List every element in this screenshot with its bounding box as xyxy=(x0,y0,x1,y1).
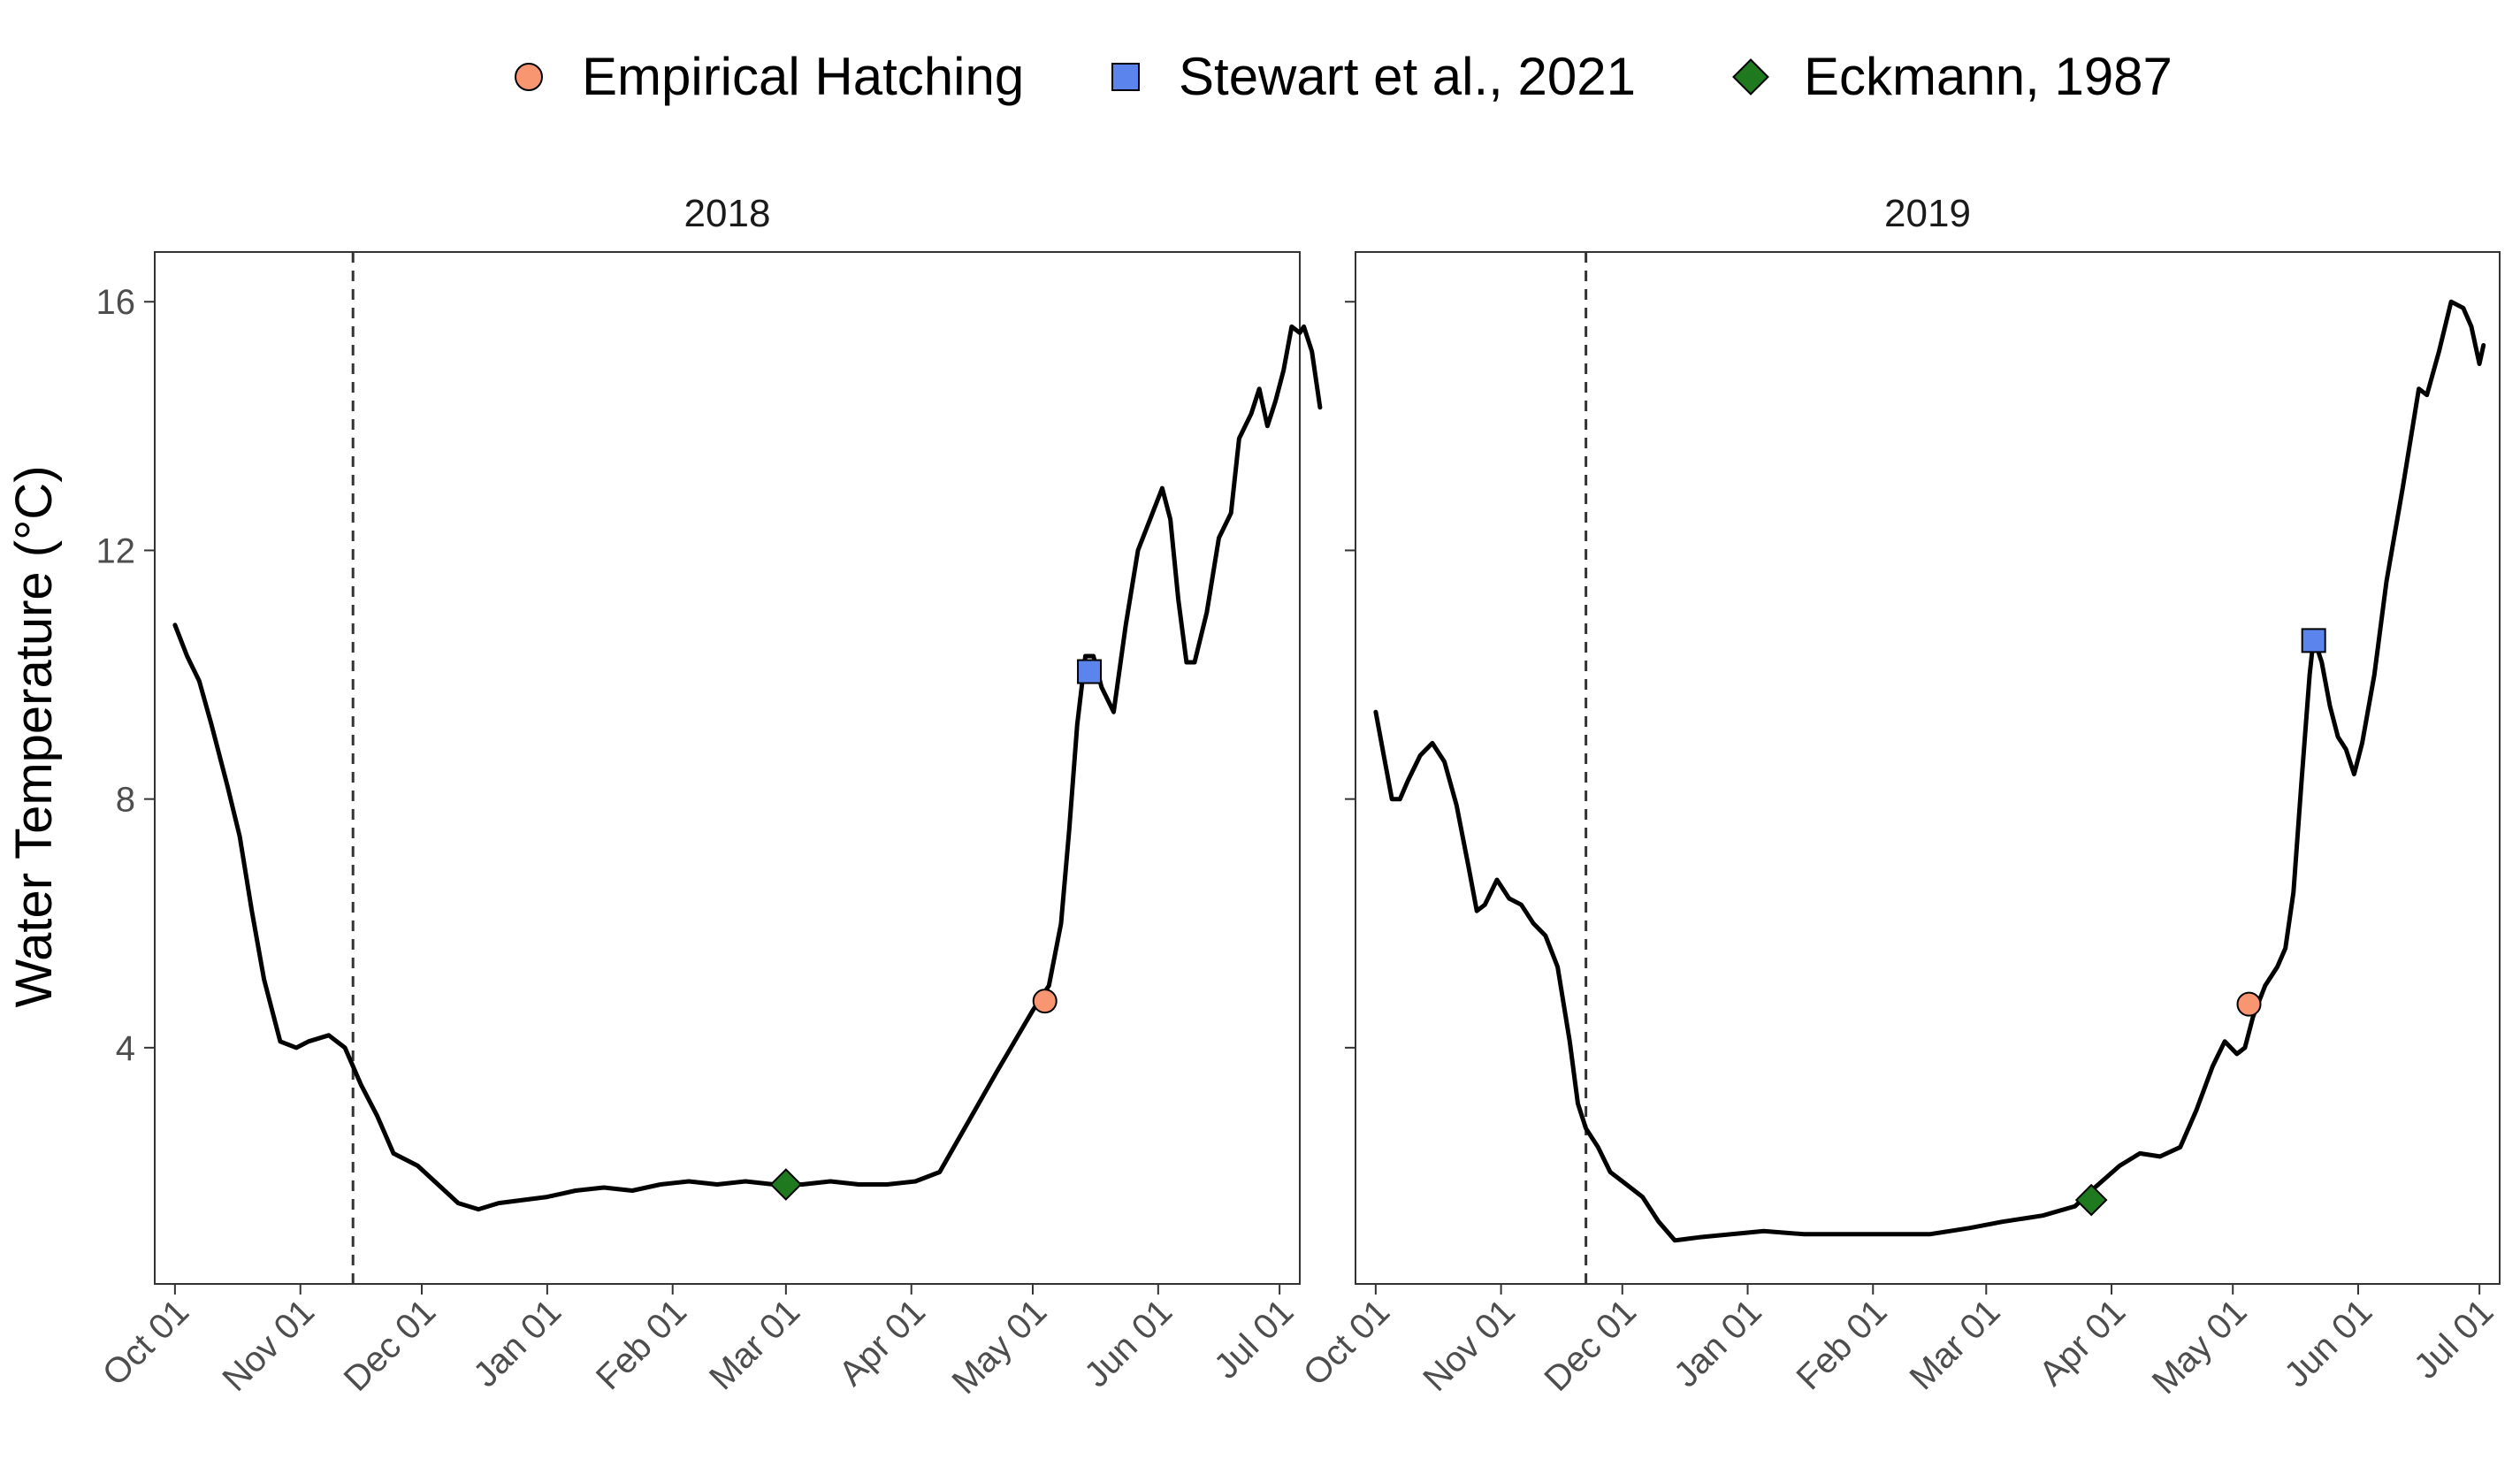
x-tick-label: May 01 xyxy=(944,1292,1054,1402)
x-tick-label: Jul 01 xyxy=(2407,1292,2501,1386)
x-tick-label: Feb 01 xyxy=(589,1292,694,1397)
temperature-line xyxy=(172,324,1323,1212)
legend: Empirical Hatching Stewart et al., 2021 Ec… xyxy=(515,47,2173,106)
x-tick-label: Mar 01 xyxy=(1903,1292,2008,1397)
x-tick-label: Nov 01 xyxy=(1416,1292,1523,1399)
marker-eckmann-1987 xyxy=(2074,1183,2108,1217)
panel-2019: 2019 Oct 01 Nov 01 Dec 01 Jan 01 Feb 01 Mar 01… xyxy=(1296,192,2501,1402)
x-tick-label: May 01 xyxy=(2145,1292,2255,1402)
x-tick-label: Dec 01 xyxy=(1537,1292,1644,1399)
legend-key-stewart-et-al-2021 xyxy=(1111,63,1140,91)
x-tick-label: Jun 01 xyxy=(2277,1292,2379,1394)
marker-empirical-hatching xyxy=(2236,991,2262,1017)
marker-stewart-et-al-2021 xyxy=(2301,628,2326,653)
y-tick-label: 12 xyxy=(96,531,136,570)
panel-title: 2018 xyxy=(684,192,771,235)
x-tick-label: Jun 01 xyxy=(1077,1292,1180,1394)
legend-label-stewart-et-al-2021: Stewart et al., 2021 xyxy=(1179,47,1636,106)
y-axis-title: Water Temperature (°C) xyxy=(5,465,63,1007)
x-tick-label: Nov 01 xyxy=(215,1292,322,1399)
x-tick-label: Jan 01 xyxy=(466,1292,569,1394)
y-tick-label: 4 xyxy=(116,1029,135,1068)
panel-2018: 2018 4 8 12 16 Oct 01 Nov 01 Dec 01 Jan 01 Feb 01… xyxy=(95,192,1323,1402)
marker-empirical-hatching xyxy=(1032,989,1058,1014)
legend-label-empirical-hatching: Empirical Hatching xyxy=(582,47,1024,106)
y-tick-label: 8 xyxy=(116,781,135,820)
x-tick-label: Jul 01 xyxy=(1207,1292,1302,1386)
x-tick-label: Apr 01 xyxy=(2032,1292,2133,1393)
legend-key-eckmann-1987 xyxy=(1732,58,1769,95)
x-tick-label: Dec 01 xyxy=(337,1292,444,1399)
x-tick-label: Feb 01 xyxy=(1789,1292,1894,1397)
panel-title: 2019 xyxy=(1884,192,1971,235)
panel-border xyxy=(154,251,1301,1285)
temperature-line xyxy=(1373,299,2486,1243)
marker-eckmann-1987 xyxy=(769,1168,803,1201)
marker-stewart-et-al-2021 xyxy=(1077,659,1103,684)
panel-border xyxy=(1355,251,2501,1285)
y-tick-label: 16 xyxy=(96,283,136,322)
x-tick-label: Oct 01 xyxy=(1296,1292,1397,1393)
legend-key-empirical-hatching xyxy=(515,63,543,91)
x-tick-label: Oct 01 xyxy=(95,1292,196,1393)
x-tick-label: Mar 01 xyxy=(702,1292,807,1397)
x-tick-label: Apr 01 xyxy=(832,1292,933,1393)
x-tick-label: Jan 01 xyxy=(1667,1292,1769,1394)
legend-label-eckmann-1987: Eckmann, 1987 xyxy=(1804,47,2173,106)
